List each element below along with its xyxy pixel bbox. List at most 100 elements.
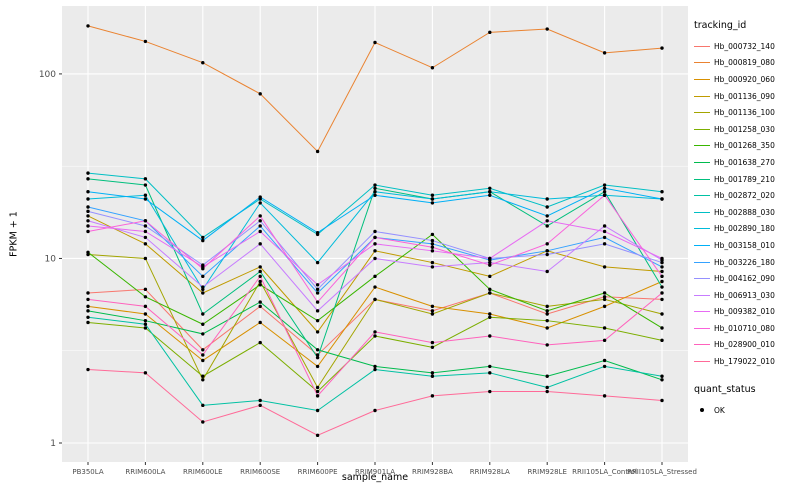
series-points-Hb_000732_140 bbox=[86, 287, 664, 357]
series-points-Hb_001638_270 bbox=[86, 300, 664, 382]
x-tick-label: RRIM600LE bbox=[183, 468, 223, 476]
series-color-swatch-icon bbox=[694, 105, 710, 121]
y-axis-title: FPKM + 1 bbox=[8, 211, 20, 257]
legend-item: Hb_001268_350 bbox=[694, 138, 798, 155]
series-color-swatch-icon bbox=[694, 154, 710, 170]
series-color-swatch-icon bbox=[694, 354, 710, 370]
series-color-swatch-icon bbox=[694, 204, 710, 220]
legend-item: Hb_010710_080 bbox=[694, 320, 798, 337]
series-points-Hb_001258_030 bbox=[86, 315, 664, 394]
legend-item: Hb_009382_010 bbox=[694, 304, 798, 321]
x-axis-title: sample_name bbox=[341, 472, 409, 483]
legend-item-label: Hb_002888_030 bbox=[714, 207, 775, 217]
x-tick-label: RRII105LA_Stressed bbox=[627, 468, 697, 476]
quant-status-legend: quant_status OK bbox=[694, 384, 798, 419]
series-points-Hb_179022_010 bbox=[86, 367, 664, 438]
legend-item: Hb_001638_270 bbox=[694, 154, 798, 171]
legend-title-quant-status: quant_status bbox=[694, 383, 756, 395]
series-points-Hb_001268_350 bbox=[86, 232, 664, 330]
x-tick-label: RRIM928LE bbox=[527, 468, 567, 476]
series-points-Hb_003158_010 bbox=[86, 186, 664, 243]
quant-status-legend-item: OK bbox=[694, 402, 798, 419]
series-points-Hb_001136_090 bbox=[86, 214, 664, 334]
legend-item: Hb_001136_100 bbox=[694, 104, 798, 121]
y-tick-label: 1 bbox=[50, 439, 56, 449]
legend-item-label: Hb_001789_210 bbox=[714, 174, 775, 184]
x-tick-label: RRIM600LA bbox=[125, 468, 165, 476]
series-color-swatch-icon bbox=[694, 287, 710, 303]
series-color-swatch-icon bbox=[694, 271, 710, 287]
legend-item-label: Hb_001638_270 bbox=[714, 157, 775, 167]
x-tick-label: RRIM928LA bbox=[470, 468, 510, 476]
series-points-Hb_002872_020 bbox=[86, 315, 664, 413]
x-tick-label: RRIM928BA bbox=[412, 468, 453, 476]
series-color-swatch-icon bbox=[694, 254, 710, 270]
series-points-Hb_010710_080 bbox=[86, 193, 664, 304]
legend-item-label: Hb_000732_140 bbox=[714, 41, 775, 51]
series-points-Hb_001136_100 bbox=[86, 252, 664, 390]
x-tick-label: RRIM600PE bbox=[298, 468, 338, 476]
legend-item: Hb_179022_010 bbox=[694, 353, 798, 370]
series-color-swatch-icon bbox=[694, 171, 710, 187]
series-color-swatch-icon bbox=[694, 320, 710, 336]
legend-item-label: Hb_001258_030 bbox=[714, 124, 775, 134]
legend-item-label: Hb_003158_010 bbox=[714, 240, 775, 250]
series-color-swatch-icon bbox=[694, 38, 710, 54]
legend-item-label: Hb_000819_080 bbox=[714, 58, 775, 68]
tracking-id-legend-items: Hb_000732_140 Hb_000819_080 Hb_000920_060 H… bbox=[694, 38, 798, 370]
series-color-swatch-icon bbox=[694, 337, 710, 353]
legend-item-label: Hb_001268_350 bbox=[714, 141, 775, 151]
x-tick-label: RRIM600SE bbox=[240, 468, 280, 476]
series-color-swatch-icon bbox=[694, 138, 710, 154]
legend-item-label: Hb_009382_010 bbox=[714, 307, 775, 317]
quant-status-legend-items: OK bbox=[694, 402, 798, 419]
legend-item-label: Hb_001136_100 bbox=[714, 108, 775, 118]
legend-item: Hb_000920_060 bbox=[694, 71, 798, 88]
series-color-swatch-icon bbox=[694, 121, 710, 137]
legend-item-label: Hb_003226_180 bbox=[714, 257, 775, 267]
y-tick-label: 100 bbox=[39, 70, 56, 80]
legend: tracking_id Hb_000732_140 Hb_000819_080 Hb… bbox=[694, 20, 798, 418]
legend-item-label: Hb_002872_020 bbox=[714, 191, 775, 201]
point-marker-icon bbox=[694, 402, 710, 418]
series-points-Hb_000819_080 bbox=[86, 24, 664, 154]
legend-item: Hb_028900_010 bbox=[694, 337, 798, 354]
x-tick-label: RRII105LA_Control bbox=[572, 468, 637, 476]
legend-item-label: Hb_028900_010 bbox=[714, 340, 775, 350]
x-tick-label: RRIM901LA bbox=[355, 468, 395, 476]
series-color-swatch-icon bbox=[694, 88, 710, 104]
series-points-Hb_000920_060 bbox=[86, 279, 664, 369]
series-color-swatch-icon bbox=[694, 55, 710, 71]
legend-item-label: Hb_006913_030 bbox=[714, 290, 775, 300]
x-tick-label: PB350LA bbox=[72, 468, 103, 476]
legend-item: Hb_001136_090 bbox=[694, 88, 798, 105]
series-color-swatch-icon bbox=[694, 221, 710, 237]
legend-item: Hb_003158_010 bbox=[694, 237, 798, 254]
series-color-swatch-icon bbox=[694, 71, 710, 87]
legend-item: Hb_001789_210 bbox=[694, 171, 798, 188]
legend-item: Hb_002872_020 bbox=[694, 187, 798, 204]
legend-item: Hb_002888_030 bbox=[694, 204, 798, 221]
series-color-swatch-icon bbox=[694, 304, 710, 320]
series-color-swatch-icon bbox=[694, 237, 710, 253]
series-points-Hb_006913_030 bbox=[86, 219, 664, 313]
legend-item: Hb_000732_140 bbox=[694, 38, 798, 55]
legend-item: Hb_003226_180 bbox=[694, 254, 798, 271]
y-tick-label: 10 bbox=[45, 254, 57, 264]
legend-item: Hb_004162_090 bbox=[694, 270, 798, 287]
legend-title-tracking-id: tracking_id bbox=[694, 20, 747, 31]
legend-item-label: Hb_179022_010 bbox=[714, 357, 775, 367]
series-color-swatch-icon bbox=[694, 188, 710, 204]
legend-item-label: Hb_010710_080 bbox=[714, 323, 775, 333]
series-points-Hb_028900_010 bbox=[86, 274, 664, 398]
quant-status-label: OK bbox=[714, 405, 725, 415]
legend-item: Hb_002890_180 bbox=[694, 221, 798, 238]
legend-item-label: Hb_001136_090 bbox=[714, 91, 775, 101]
legend-item: Hb_000819_080 bbox=[694, 55, 798, 72]
legend-item-label: Hb_004162_090 bbox=[714, 274, 775, 284]
legend-item-label: Hb_002890_180 bbox=[714, 224, 775, 234]
legend-item: Hb_006913_030 bbox=[694, 287, 798, 304]
legend-item: Hb_001258_030 bbox=[694, 121, 798, 138]
